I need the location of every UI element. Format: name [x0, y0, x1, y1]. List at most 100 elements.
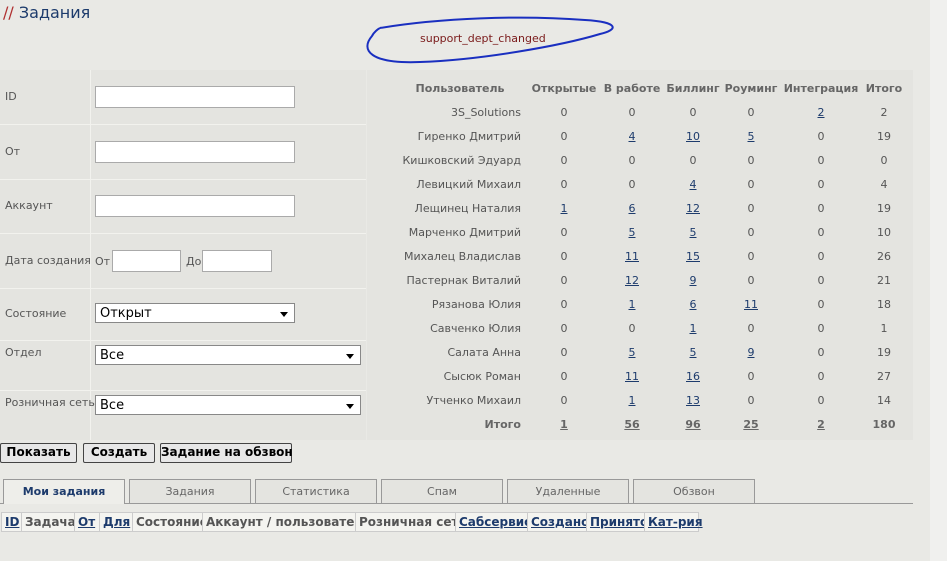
date-input[interactable]: [202, 249, 272, 272]
count: 0: [560, 106, 568, 119]
button[interactable]: Задание на обзвон: [160, 443, 293, 463]
field-label: Состояние: [5, 307, 67, 320]
count: 19: [877, 130, 891, 143]
count[interactable]: 16: [686, 370, 700, 383]
date-input[interactable]: [112, 249, 181, 272]
count[interactable]: 2: [817, 418, 825, 431]
count: 26: [877, 250, 891, 263]
count: 4: [880, 178, 888, 191]
list-header[interactable]: Создано: [527, 512, 589, 532]
count[interactable]: 11: [625, 370, 639, 383]
button[interactable]: Создать: [83, 443, 155, 463]
count: 0: [560, 370, 568, 383]
count[interactable]: 6: [628, 202, 636, 215]
count[interactable]: 4: [689, 178, 697, 191]
stats-panel: [367, 70, 913, 440]
count[interactable]: 1: [689, 322, 697, 335]
count[interactable]: 12: [686, 202, 700, 215]
text-input[interactable]: [95, 86, 295, 108]
list-header[interactable]: Кат-рия: [644, 512, 703, 532]
count: 0: [817, 202, 825, 215]
count: 0: [560, 178, 568, 191]
count: 0: [560, 346, 568, 359]
tab[interactable]: Статистика: [255, 479, 377, 503]
count[interactable]: 1: [560, 418, 568, 431]
count: 0: [817, 394, 825, 407]
count[interactable]: 25: [743, 418, 759, 431]
tab[interactable]: Задания: [129, 479, 251, 503]
list-header[interactable]: Для: [99, 512, 134, 532]
count: 0: [628, 322, 636, 335]
count[interactable]: 1: [560, 202, 568, 215]
count[interactable]: 2: [817, 106, 825, 119]
select[interactable]: Все: [95, 395, 361, 415]
button[interactable]: Показать: [0, 443, 77, 463]
user-name: Савченко Юлия: [430, 322, 521, 335]
filter-divider: [90, 70, 91, 440]
user-name: Пастернак Виталий: [406, 274, 521, 287]
text-input[interactable]: [95, 140, 295, 163]
count: 0: [747, 202, 755, 215]
count: 0: [817, 130, 825, 143]
count[interactable]: 11: [625, 250, 639, 263]
count[interactable]: 15: [686, 250, 700, 263]
count[interactable]: 13: [686, 394, 700, 407]
from-label: От: [95, 254, 111, 268]
count: 180: [872, 418, 896, 431]
count[interactable]: 12: [625, 274, 639, 287]
row-separator: [0, 124, 366, 125]
count: 19: [877, 346, 891, 359]
column-header: Интеграция: [783, 82, 859, 95]
list-header[interactable]: Принято: [586, 512, 648, 532]
title-text: Задания: [18, 3, 91, 22]
list-header[interactable]: От: [74, 512, 101, 532]
count[interactable]: 5: [747, 130, 755, 143]
count: 0: [628, 178, 636, 191]
select[interactable]: Все: [95, 345, 361, 365]
title-prefix: //: [3, 3, 14, 22]
text-input[interactable]: [95, 195, 295, 217]
tab[interactable]: Мои задания: [3, 479, 125, 504]
count: 0: [817, 178, 825, 191]
list-header[interactable]: Сабсервис: [455, 512, 531, 532]
count[interactable]: 5: [628, 226, 636, 239]
count: 0: [747, 322, 755, 335]
row-separator: [0, 288, 366, 289]
count: 0: [817, 274, 825, 287]
count: 27: [877, 370, 891, 383]
count[interactable]: 5: [628, 346, 636, 359]
count: 0: [817, 346, 825, 359]
count: 0: [747, 154, 755, 167]
count[interactable]: 1: [628, 298, 636, 311]
select[interactable]: Открыт: [95, 303, 295, 323]
count[interactable]: 5: [689, 226, 697, 239]
count[interactable]: 1: [628, 394, 636, 407]
tab[interactable]: Удаленные: [507, 479, 629, 503]
column-header: Итого: [865, 82, 903, 95]
user-name: Кишковский Эдуард: [402, 154, 522, 167]
count[interactable]: 6: [689, 298, 697, 311]
list-header[interactable]: ID: [1, 512, 23, 532]
count[interactable]: 5: [689, 346, 697, 359]
tab[interactable]: Обзвон: [633, 479, 755, 503]
side-strip: [930, 0, 947, 561]
count: 18: [877, 298, 891, 311]
count[interactable]: 4: [628, 130, 636, 143]
user-name: Сысюк Роман: [443, 370, 521, 383]
user-name: Лещинец Наталия: [414, 202, 521, 215]
count: 1: [880, 322, 888, 335]
user-name: Гиренко Дмитрий: [417, 130, 521, 143]
list-header: Розничная сеть: [355, 512, 466, 532]
to-label: До: [186, 254, 202, 268]
count[interactable]: 9: [689, 274, 697, 287]
count[interactable]: 10: [686, 130, 700, 143]
tab[interactable]: Спам: [381, 479, 503, 503]
count: 0: [689, 106, 697, 119]
count[interactable]: 9: [747, 346, 755, 359]
count: 0: [560, 226, 568, 239]
count[interactable]: 11: [744, 298, 758, 311]
count: 0: [817, 250, 825, 263]
count: 0: [560, 394, 568, 407]
count[interactable]: 56: [624, 418, 640, 431]
count[interactable]: 96: [685, 418, 701, 431]
